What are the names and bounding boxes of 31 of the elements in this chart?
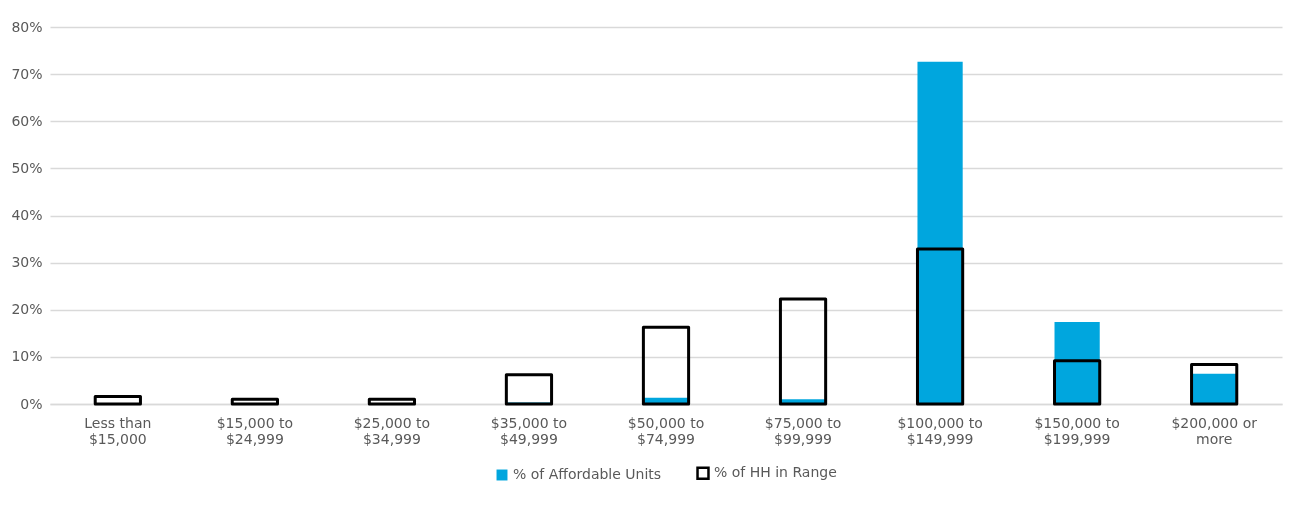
- y-tick-label: 80%: [11, 18, 43, 35]
- legend-label: % of HH in Range: [714, 464, 837, 481]
- bar: [641, 325, 691, 406]
- y-tick-label: 60%: [11, 112, 43, 129]
- legend-label: % of Affordable Units: [513, 466, 662, 482]
- bar: [1190, 362, 1239, 406]
- x-tick-label: $25,000 to $34,999: [353, 414, 431, 447]
- y-tick-label: 30%: [11, 254, 43, 271]
- y-tick-label: 70%: [11, 65, 43, 82]
- y-tick-label: 50%: [11, 159, 43, 176]
- x-tick-label: $75,000 to $99,999: [764, 414, 842, 447]
- bar: [367, 397, 417, 406]
- y-tick-label: 40%: [11, 207, 43, 223]
- bar: [915, 247, 965, 406]
- x-tick-label: Less than $15,000: [84, 414, 152, 447]
- y-tick-label: 10%: [11, 348, 43, 365]
- bar: [917, 61, 963, 404]
- bar: [1053, 359, 1102, 406]
- y-tick-label: 20%: [11, 301, 43, 318]
- bar: [230, 397, 279, 406]
- x-tick-label: $15,000 to $24,999: [216, 414, 294, 447]
- x-tick-label: $35,000 to $49,999: [490, 414, 568, 447]
- x-tick-label: $50,000 to $74,999: [627, 414, 705, 447]
- x-tick-label: $100,000 to $149,999: [897, 414, 983, 447]
- bar: [778, 297, 828, 406]
- bar: [504, 373, 554, 406]
- y-tick-label: 0%: [20, 395, 43, 412]
- x-tick-label: $200,000 or more: [1171, 414, 1258, 447]
- bar: [93, 394, 142, 406]
- bar: [1054, 322, 1100, 404]
- x-tick-label: $150,000 to $199,999: [1034, 414, 1120, 447]
